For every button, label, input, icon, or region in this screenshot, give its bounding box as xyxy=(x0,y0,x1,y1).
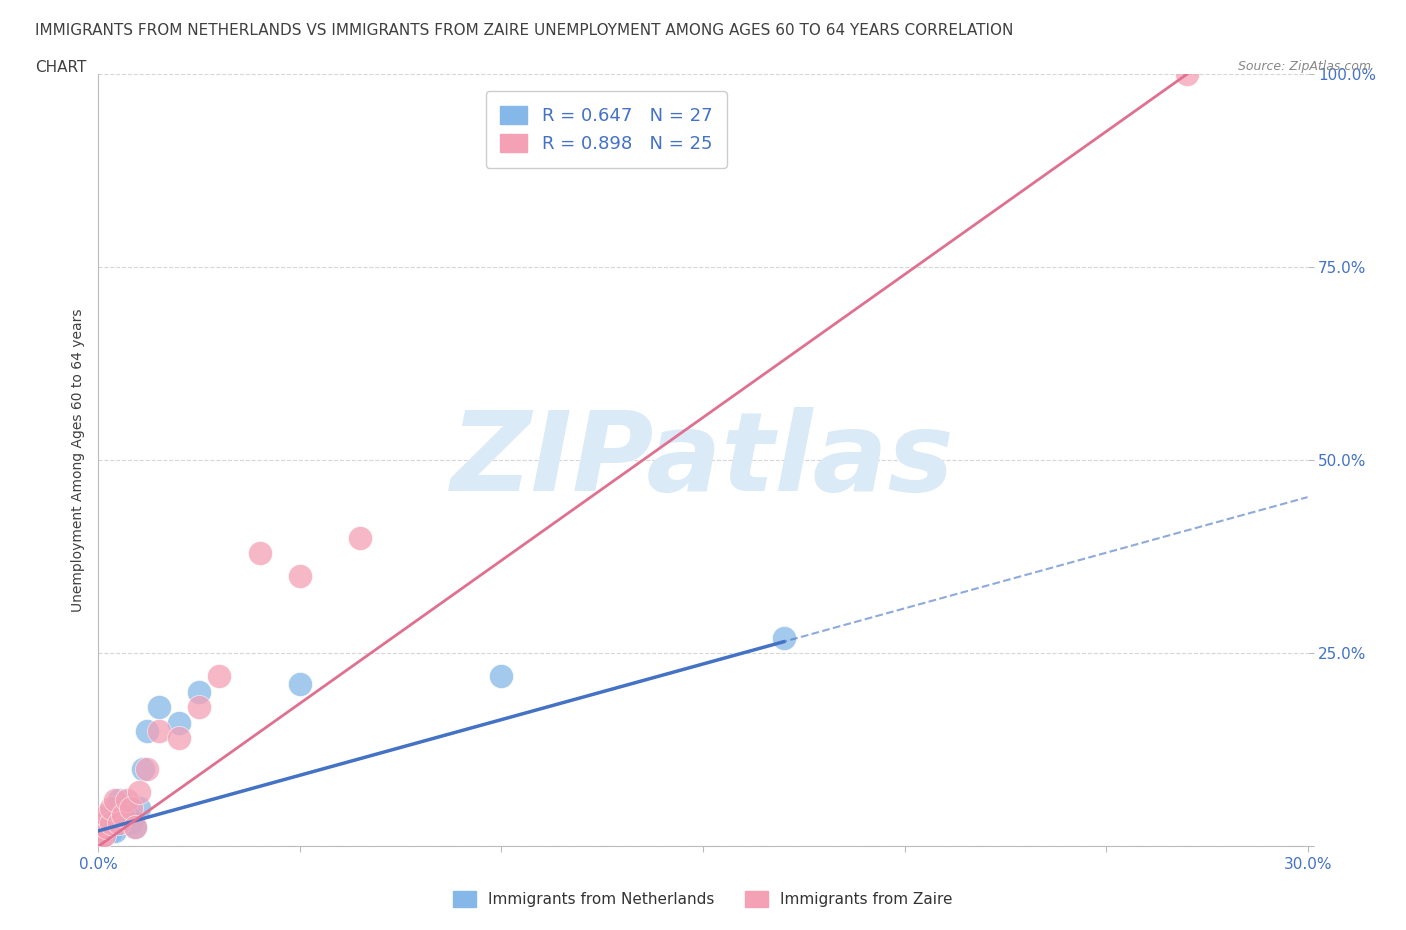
Point xyxy=(120,800,142,815)
Point xyxy=(111,808,134,823)
Point xyxy=(772,631,794,645)
Point xyxy=(349,530,371,545)
Point xyxy=(93,828,115,843)
Point xyxy=(128,785,150,800)
Point xyxy=(208,669,231,684)
Point xyxy=(96,816,118,830)
Point xyxy=(167,731,190,746)
Text: IMMIGRANTS FROM NETHERLANDS VS IMMIGRANTS FROM ZAIRE UNEMPLOYMENT AMONG AGES 60 : IMMIGRANTS FROM NETHERLANDS VS IMMIGRANT… xyxy=(35,23,1014,38)
Point xyxy=(103,792,125,807)
Point xyxy=(100,823,122,838)
Point xyxy=(135,762,157,777)
Point xyxy=(91,823,114,838)
Point xyxy=(124,819,146,834)
Text: Source: ZipAtlas.com: Source: ZipAtlas.com xyxy=(1237,60,1371,73)
Point xyxy=(111,800,134,815)
Y-axis label: Unemployment Among Ages 60 to 64 years: Unemployment Among Ages 60 to 64 years xyxy=(70,309,84,612)
Point xyxy=(103,800,125,815)
Point xyxy=(120,816,142,830)
Point xyxy=(107,808,129,823)
Text: CHART: CHART xyxy=(35,60,87,75)
Point xyxy=(115,808,138,823)
Point xyxy=(96,819,118,834)
Point xyxy=(93,828,115,843)
Point xyxy=(89,831,111,846)
Point xyxy=(148,700,170,715)
Legend: R = 0.647   N = 27, R = 0.898   N = 25: R = 0.647 N = 27, R = 0.898 N = 25 xyxy=(485,91,727,167)
Point xyxy=(100,808,122,823)
Point xyxy=(288,569,311,584)
Point xyxy=(96,808,118,823)
Point xyxy=(96,823,118,838)
Point xyxy=(100,800,122,815)
Point xyxy=(91,828,114,843)
Point xyxy=(188,684,211,699)
Point xyxy=(148,724,170,738)
Point xyxy=(249,546,271,561)
Point xyxy=(91,816,114,830)
Point xyxy=(491,669,513,684)
Point xyxy=(132,762,155,777)
Point xyxy=(115,792,138,807)
Point xyxy=(167,715,190,730)
Point xyxy=(135,724,157,738)
Point xyxy=(100,816,122,830)
Point xyxy=(188,700,211,715)
Point xyxy=(100,816,122,830)
Legend: Immigrants from Netherlands, Immigrants from Zaire: Immigrants from Netherlands, Immigrants … xyxy=(447,884,959,913)
Text: ZIPatlas: ZIPatlas xyxy=(451,406,955,514)
Point xyxy=(103,823,125,838)
Point xyxy=(1175,67,1198,82)
Point xyxy=(89,831,111,846)
Point xyxy=(107,792,129,807)
Point xyxy=(91,823,114,838)
Point xyxy=(128,800,150,815)
Point xyxy=(107,816,129,830)
Point xyxy=(288,677,311,692)
Point xyxy=(96,819,118,834)
Point xyxy=(124,819,146,834)
